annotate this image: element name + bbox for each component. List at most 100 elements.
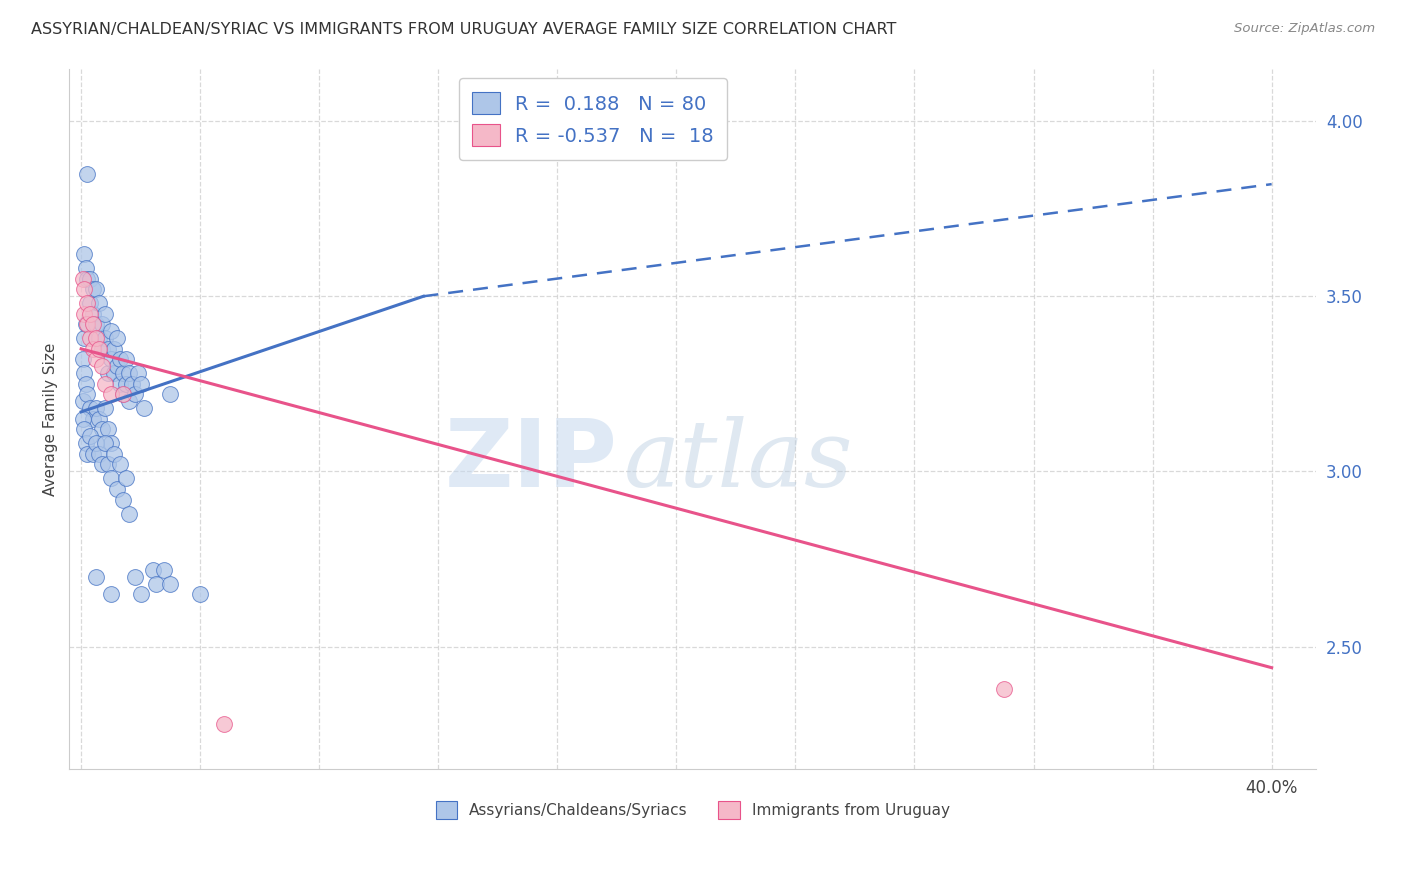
- Point: [94, 307, 117, 321]
- Point: [91, 342, 114, 356]
- Point: [97, 342, 120, 356]
- Point: [79, 331, 101, 345]
- Point: [76, 387, 98, 401]
- Point: [75, 261, 97, 276]
- Point: [91, 422, 114, 436]
- Point: [84, 282, 107, 296]
- Point: [73, 422, 96, 436]
- Point: [108, 352, 131, 367]
- Point: [73, 307, 96, 321]
- Point: [94, 401, 117, 416]
- Point: [114, 352, 136, 367]
- Point: [82, 447, 104, 461]
- Point: [75, 318, 97, 332]
- Point: [82, 318, 104, 332]
- Point: [79, 272, 101, 286]
- Point: [100, 324, 122, 338]
- Point: [76, 447, 98, 461]
- Point: [100, 436, 122, 450]
- Point: [79, 429, 101, 443]
- Point: [72, 352, 94, 367]
- Point: [108, 376, 131, 391]
- Point: [145, 576, 167, 591]
- Point: [94, 376, 117, 391]
- Point: [124, 569, 146, 583]
- Point: [84, 401, 107, 416]
- Point: [91, 359, 114, 374]
- Point: [118, 367, 141, 381]
- Point: [100, 352, 122, 367]
- Point: [79, 401, 101, 416]
- Point: [97, 458, 120, 472]
- Point: [76, 296, 98, 310]
- Point: [73, 331, 96, 345]
- Text: ZIP: ZIP: [446, 415, 617, 507]
- Point: [84, 569, 107, 583]
- Point: [72, 394, 94, 409]
- Point: [188, 587, 211, 601]
- Point: [111, 367, 134, 381]
- Point: [103, 342, 125, 356]
- Point: [87, 447, 110, 461]
- Point: [153, 563, 176, 577]
- Point: [82, 307, 104, 321]
- Point: [79, 307, 101, 321]
- Point: [84, 318, 107, 332]
- Point: [84, 352, 107, 367]
- Point: [108, 458, 131, 472]
- Point: [73, 367, 96, 381]
- Point: [73, 247, 96, 261]
- Point: [72, 272, 94, 286]
- Text: Source: ZipAtlas.com: Source: ZipAtlas.com: [1234, 22, 1375, 36]
- Point: [159, 387, 181, 401]
- Point: [159, 576, 181, 591]
- Point: [129, 376, 152, 391]
- Point: [87, 296, 110, 310]
- Point: [84, 331, 107, 345]
- Point: [114, 471, 136, 485]
- Point: [127, 367, 149, 381]
- Point: [111, 492, 134, 507]
- Point: [87, 331, 110, 345]
- Point: [97, 422, 120, 436]
- Point: [82, 412, 104, 426]
- Point: [82, 342, 104, 356]
- Point: [103, 447, 125, 461]
- Point: [72, 412, 94, 426]
- Point: [142, 563, 165, 577]
- Point: [114, 376, 136, 391]
- Point: [118, 507, 141, 521]
- Point: [100, 587, 122, 601]
- Point: [129, 587, 152, 601]
- Point: [212, 716, 235, 731]
- Point: [124, 387, 146, 401]
- Point: [91, 458, 114, 472]
- Point: [75, 436, 97, 450]
- Point: [111, 387, 134, 401]
- Point: [100, 471, 122, 485]
- Text: ASSYRIAN/CHALDEAN/SYRIAC VS IMMIGRANTS FROM URUGUAY AVERAGE FAMILY SIZE CORRELAT: ASSYRIAN/CHALDEAN/SYRIAC VS IMMIGRANTS F…: [31, 22, 896, 37]
- Point: [73, 282, 96, 296]
- Point: [100, 387, 122, 401]
- Point: [75, 376, 97, 391]
- Point: [121, 376, 143, 391]
- Point: [103, 367, 125, 381]
- Point: [105, 359, 128, 374]
- Point: [105, 331, 128, 345]
- Point: [94, 436, 117, 450]
- Point: [76, 167, 98, 181]
- Legend: Assyrians/Chaldeans/Syriacs, Immigrants from Uruguay: Assyrians/Chaldeans/Syriacs, Immigrants …: [429, 795, 956, 825]
- Point: [105, 482, 128, 496]
- Point: [111, 387, 134, 401]
- Point: [82, 282, 104, 296]
- Point: [993, 681, 1015, 696]
- Point: [94, 331, 117, 345]
- Point: [84, 436, 107, 450]
- Y-axis label: Average Family Size: Average Family Size: [44, 343, 58, 496]
- Point: [118, 394, 141, 409]
- Point: [87, 412, 110, 426]
- Text: atlas: atlas: [624, 416, 853, 506]
- Point: [79, 296, 101, 310]
- Point: [76, 318, 98, 332]
- Point: [87, 342, 110, 356]
